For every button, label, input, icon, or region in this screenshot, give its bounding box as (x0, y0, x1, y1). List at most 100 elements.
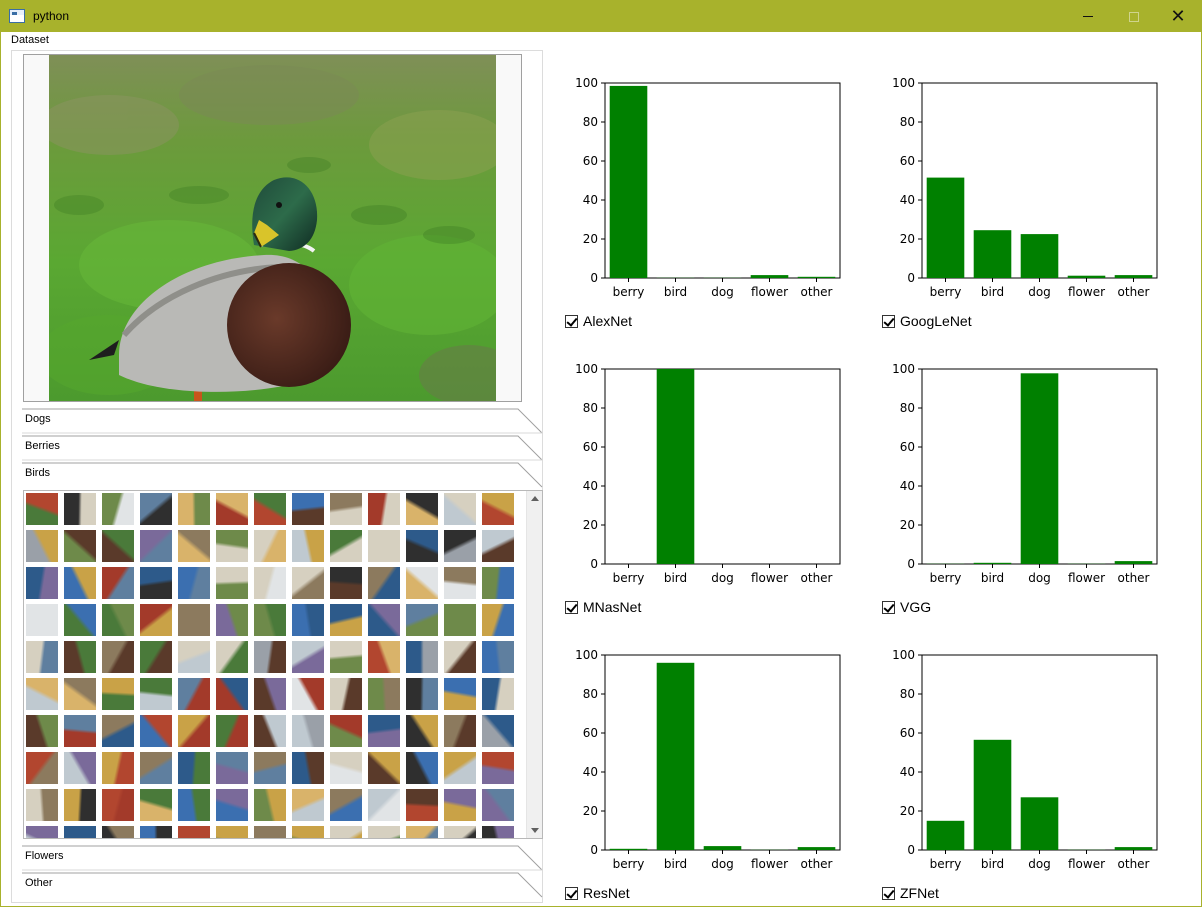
thumbnail-image[interactable] (368, 493, 400, 525)
thumbnail-image[interactable] (330, 493, 362, 525)
thumbnail-image[interactable] (64, 826, 96, 839)
thumbnail-image[interactable] (330, 567, 362, 599)
thumbnail-image[interactable] (444, 530, 476, 562)
thumbnail-image[interactable] (216, 752, 248, 784)
thumbnail-image[interactable] (444, 715, 476, 747)
model-checkbox[interactable] (882, 887, 895, 900)
thumbnail-image[interactable] (406, 678, 438, 710)
thumbnail-image[interactable] (216, 567, 248, 599)
thumbnail-image[interactable] (178, 604, 210, 636)
thumbnail-image[interactable] (330, 715, 362, 747)
thumbnail-image[interactable] (406, 789, 438, 821)
thumbnail-image[interactable] (368, 530, 400, 562)
thumbnail-image[interactable] (368, 752, 400, 784)
model-checkbox[interactable] (882, 315, 895, 328)
close-button[interactable]: ✕ (1155, 1, 1201, 32)
thumbnail-image[interactable] (178, 678, 210, 710)
thumbnail-image[interactable] (406, 641, 438, 673)
thumbnail-image[interactable] (482, 604, 514, 636)
thumbnail-image[interactable] (26, 530, 58, 562)
thumbnail-image[interactable] (482, 752, 514, 784)
section-birds[interactable]: Birds (22, 462, 543, 488)
thumbnail-image[interactable] (254, 530, 286, 562)
thumbnail-image[interactable] (292, 752, 324, 784)
thumbnail-image[interactable] (330, 752, 362, 784)
thumbnail-image[interactable] (292, 678, 324, 710)
thumbnail-image[interactable] (444, 493, 476, 525)
thumbnail-image[interactable] (254, 567, 286, 599)
menu-dataset[interactable]: Dataset (11, 34, 49, 46)
thumbnail-image[interactable] (254, 715, 286, 747)
thumbnail-image[interactable] (444, 641, 476, 673)
thumbnail-image[interactable] (26, 826, 58, 839)
model-checkbox[interactable] (565, 887, 578, 900)
thumbnail-image[interactable] (482, 641, 514, 673)
thumbnail-image[interactable] (330, 530, 362, 562)
thumbnail-image[interactable] (178, 752, 210, 784)
thumbnail-image[interactable] (140, 789, 172, 821)
thumbnail-image[interactable] (368, 604, 400, 636)
thumbnail-image[interactable] (140, 567, 172, 599)
thumbnail-image[interactable] (140, 752, 172, 784)
section-other[interactable]: Other (22, 872, 543, 898)
thumbnail-image[interactable] (368, 641, 400, 673)
thumbnail-image[interactable] (368, 826, 400, 839)
section-berries[interactable]: Berries (22, 435, 543, 461)
thumbnail-image[interactable] (216, 641, 248, 673)
thumbnail-image[interactable] (482, 678, 514, 710)
thumbnail-image[interactable] (26, 752, 58, 784)
thumbnail-image[interactable] (64, 493, 96, 525)
thumbnail-image[interactable] (102, 493, 134, 525)
minimize-button[interactable] (1065, 1, 1111, 32)
thumbnail-image[interactable] (216, 604, 248, 636)
thumbnail-image[interactable] (254, 678, 286, 710)
thumbnail-image[interactable] (254, 493, 286, 525)
thumbnail-image[interactable] (216, 715, 248, 747)
thumbnail-image[interactable] (254, 641, 286, 673)
thumbnail-image[interactable] (64, 789, 96, 821)
thumbnail-image[interactable] (216, 678, 248, 710)
thumbnail-image[interactable] (26, 789, 58, 821)
thumbnail-image[interactable] (178, 641, 210, 673)
thumbnail-image[interactable] (178, 530, 210, 562)
thumbnail-image[interactable] (102, 752, 134, 784)
thumbnail-image[interactable] (406, 493, 438, 525)
model-toggle-alexnet[interactable]: AlexNet (565, 313, 632, 329)
thumbnail-image[interactable] (368, 789, 400, 821)
thumbnail-image[interactable] (26, 604, 58, 636)
thumbnail-image[interactable] (26, 641, 58, 673)
thumbnail-image[interactable] (178, 789, 210, 821)
thumbnail-image[interactable] (292, 641, 324, 673)
thumbnail-image[interactable] (140, 604, 172, 636)
thumbnail-image[interactable] (444, 789, 476, 821)
bird-thumbnail-list[interactable] (23, 490, 543, 839)
thumbnail-image[interactable] (26, 493, 58, 525)
thumbnail-image[interactable] (178, 715, 210, 747)
thumbnail-image[interactable] (64, 604, 96, 636)
thumbnail-image[interactable] (26, 715, 58, 747)
thumbnail-image[interactable] (330, 678, 362, 710)
thumbnail-image[interactable] (102, 604, 134, 636)
thumbnail-image[interactable] (292, 826, 324, 839)
thumbnail-image[interactable] (254, 752, 286, 784)
section-dogs[interactable]: Dogs (22, 408, 543, 434)
model-toggle-vgg[interactable]: VGG (882, 599, 931, 615)
thumbnail-image[interactable] (482, 530, 514, 562)
thumbnail-image[interactable] (292, 715, 324, 747)
thumbnail-image[interactable] (444, 604, 476, 636)
thumbnail-image[interactable] (64, 678, 96, 710)
thumbnail-image[interactable] (330, 826, 362, 839)
thumbnail-image[interactable] (216, 493, 248, 525)
thumbnail-image[interactable] (482, 715, 514, 747)
scroll-up-icon[interactable] (531, 496, 539, 501)
thumbnail-image[interactable] (368, 567, 400, 599)
model-toggle-resnet[interactable]: ResNet (565, 885, 630, 901)
thumbnail-image[interactable] (292, 567, 324, 599)
thumbnail-image[interactable] (140, 530, 172, 562)
model-toggle-googlenet[interactable]: GoogLeNet (882, 313, 972, 329)
thumbnail-image[interactable] (482, 789, 514, 821)
model-toggle-mnasnet[interactable]: MNasNet (565, 599, 641, 615)
model-checkbox[interactable] (565, 315, 578, 328)
thumbnail-image[interactable] (406, 604, 438, 636)
thumbnail-image[interactable] (102, 678, 134, 710)
